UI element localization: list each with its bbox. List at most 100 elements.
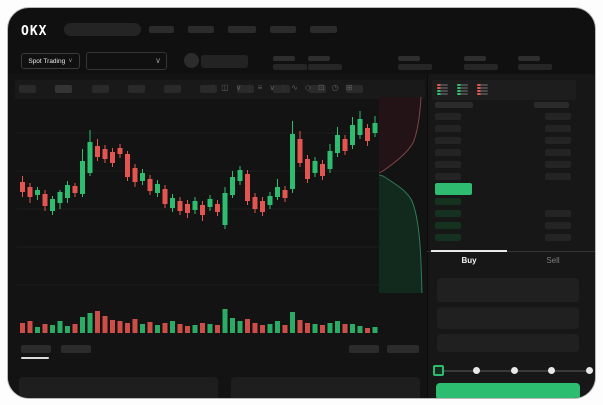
depth-bid-area xyxy=(379,175,422,293)
volume-bar xyxy=(42,324,48,333)
chevron-down-icon[interactable]: ∨ xyxy=(269,83,276,92)
search-input[interactable] xyxy=(64,23,141,36)
history-icon[interactable]: ◷ xyxy=(331,83,339,92)
volume-bar xyxy=(312,324,318,333)
chevron-down-icon: ∨ xyxy=(68,58,73,64)
order-book-view-icons xyxy=(437,84,488,95)
chart-bottom-tab[interactable] xyxy=(61,345,91,353)
timeframe-button[interactable] xyxy=(19,85,36,93)
slider-handle[interactable] xyxy=(433,365,444,376)
timeframe-button[interactable] xyxy=(345,85,363,93)
timeframe-button[interactable] xyxy=(200,85,218,93)
candle-body xyxy=(267,196,273,205)
candle-body xyxy=(117,148,123,154)
buy-submit-button[interactable] xyxy=(436,383,580,398)
timeframe-button[interactable] xyxy=(236,85,254,93)
candle-body xyxy=(192,201,198,210)
candle-body xyxy=(20,182,25,192)
nav-item-placeholder[interactable] xyxy=(149,26,174,33)
nav-item-placeholder[interactable] xyxy=(310,26,337,33)
chart-footer-control[interactable] xyxy=(387,345,419,353)
candle-body xyxy=(365,128,370,141)
volume-bar xyxy=(357,326,363,333)
ask-price-placeholder xyxy=(435,137,461,144)
volume-bar xyxy=(125,323,130,333)
candle-body xyxy=(245,174,250,201)
volume-bar xyxy=(275,321,280,333)
volume-bar xyxy=(320,325,325,333)
volume-bar xyxy=(245,319,250,333)
nav-item-placeholder[interactable] xyxy=(270,26,296,33)
ask-amount-placeholder xyxy=(545,173,571,180)
timeframe-button[interactable] xyxy=(127,85,145,93)
order-book-asks-icon[interactable] xyxy=(477,84,488,95)
order-book-column-header xyxy=(534,102,569,108)
chart-footer-control[interactable] xyxy=(349,345,379,353)
candle-body xyxy=(140,173,145,181)
ask-price-placeholder xyxy=(435,161,461,168)
candle-body xyxy=(252,197,258,209)
volume-bar xyxy=(185,326,190,333)
tab-sell[interactable]: Sell xyxy=(546,256,560,265)
volume-bar xyxy=(147,322,153,333)
slider-stop[interactable] xyxy=(586,367,593,374)
depth-bid-curve xyxy=(379,174,423,293)
candle-body xyxy=(312,161,318,173)
bid-price-placeholder xyxy=(435,210,461,217)
market-type-dropdown[interactable]: Spot Trading ∨ xyxy=(21,53,80,69)
orders-table-placeholder xyxy=(231,377,420,398)
active-tab-underline xyxy=(21,357,49,359)
camera-icon[interactable]: ⊡ xyxy=(318,83,325,92)
line-tool-icon[interactable]: ∿ xyxy=(291,83,298,92)
tab-buy[interactable]: Buy xyxy=(461,256,477,265)
candlestick-chart[interactable] xyxy=(17,97,379,337)
last-price-bar[interactable] xyxy=(435,183,472,195)
candle-body xyxy=(87,142,93,173)
candle-body xyxy=(320,164,325,176)
compare-icon[interactable]: ◇ xyxy=(304,83,312,92)
indicators-icon[interactable]: ≡ xyxy=(257,83,263,92)
chevron-down-icon[interactable]: ∨ xyxy=(235,83,242,92)
volume-bar xyxy=(237,321,243,333)
candle-body xyxy=(230,177,235,195)
timeframe-button[interactable] xyxy=(55,85,73,93)
amount-input[interactable] xyxy=(437,307,579,329)
timeframe-button[interactable] xyxy=(91,85,109,93)
volume-bar xyxy=(50,325,55,333)
slider-stop[interactable] xyxy=(511,367,518,374)
timeframe-button[interactable] xyxy=(309,85,327,93)
volume-bar xyxy=(117,321,123,333)
volume-bar xyxy=(267,324,273,333)
timeframe-button[interactable] xyxy=(273,85,291,93)
total-input[interactable] xyxy=(437,334,579,352)
chart-bottom-tab-active[interactable] xyxy=(21,345,51,353)
fullscreen-icon[interactable]: ⊞ xyxy=(345,83,353,92)
ask-price-placeholder xyxy=(435,125,461,132)
slider-stop[interactable] xyxy=(548,367,555,374)
order-book-bids-icon[interactable] xyxy=(457,84,468,95)
ask-price-placeholder xyxy=(435,113,461,120)
candle-body xyxy=(102,149,108,159)
okx-logo[interactable]: OKX xyxy=(21,24,48,39)
stat-label-placeholder xyxy=(398,56,420,61)
candle-body xyxy=(162,189,168,204)
candle-body xyxy=(260,201,265,212)
timeframe-button[interactable] xyxy=(164,85,182,93)
volume-bar xyxy=(327,323,333,333)
nav-item-placeholder[interactable] xyxy=(228,26,256,33)
divider: | xyxy=(212,83,215,92)
volume-bar xyxy=(207,324,213,333)
ask-price-placeholder xyxy=(435,149,461,156)
nav-item-placeholder[interactable] xyxy=(188,26,214,33)
volume-bar xyxy=(87,313,93,333)
order-book-combined-icon[interactable] xyxy=(437,84,448,95)
volume-bar xyxy=(290,312,295,333)
volume-bar xyxy=(140,324,145,333)
chart-tool-icons: | ◫ ∨ | ≡ ∨ | ∿ ◇ ⊡ ◷ ⊞ xyxy=(212,83,352,92)
chart-type-icon[interactable]: ◫ xyxy=(221,83,229,92)
candle-body xyxy=(95,146,100,157)
pair-selector-dropdown[interactable]: ∨ xyxy=(86,52,167,70)
slider-stop[interactable] xyxy=(473,367,480,374)
candle-body xyxy=(50,199,55,211)
price-input[interactable] xyxy=(437,278,579,302)
